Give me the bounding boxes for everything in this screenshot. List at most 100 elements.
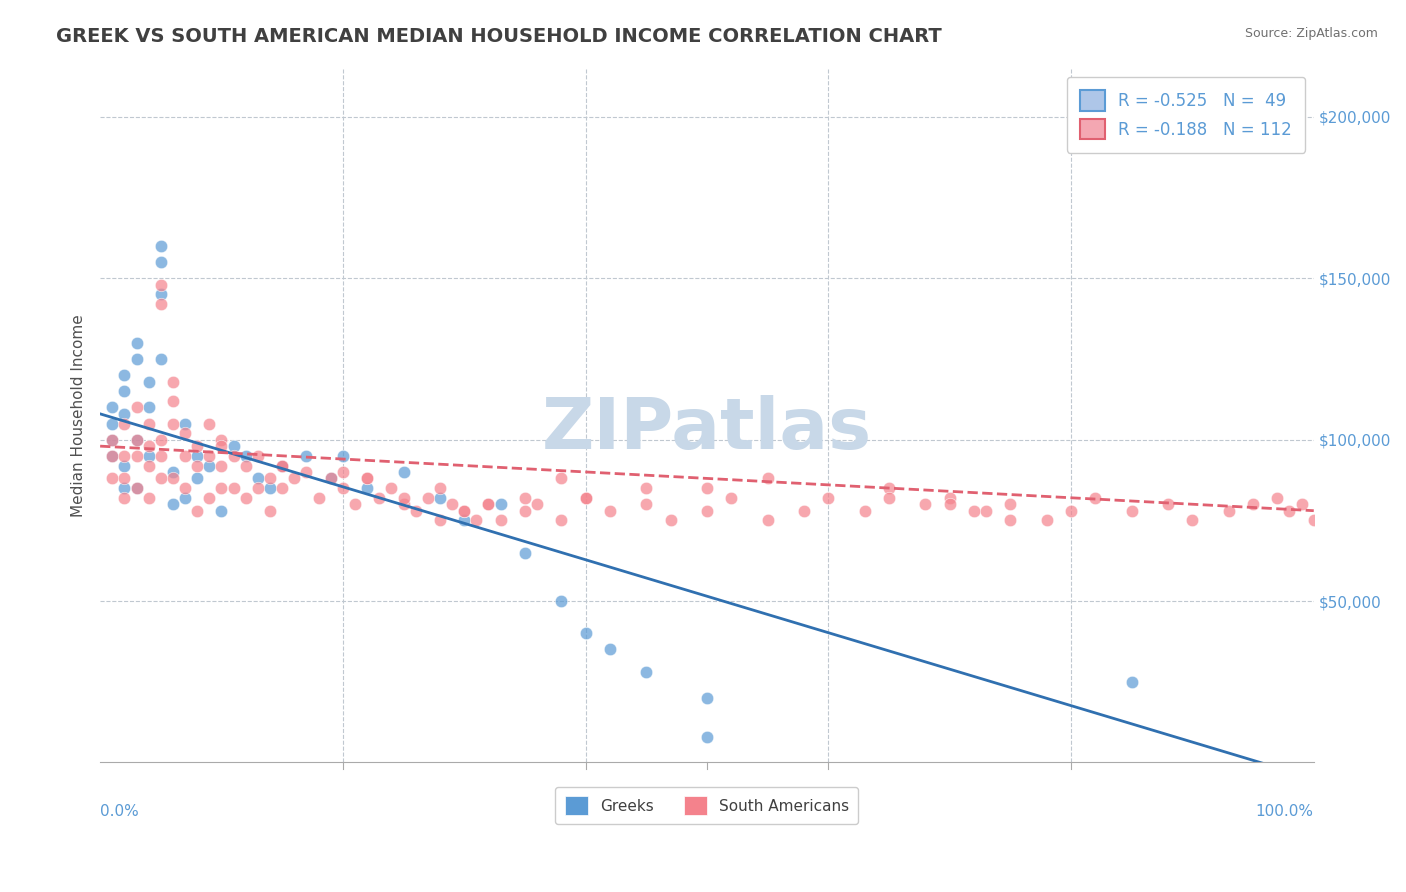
Point — [211, 481, 233, 495]
Point — [550, 471, 572, 485]
Point — [1000, 513, 1022, 527]
Point — [513, 504, 536, 518]
Point — [489, 497, 512, 511]
Point — [235, 458, 257, 473]
Point — [1121, 674, 1143, 689]
Point — [392, 491, 415, 505]
Point — [295, 465, 318, 479]
Point — [211, 458, 233, 473]
Point — [696, 504, 718, 518]
Text: 100.0%: 100.0% — [1256, 804, 1313, 819]
Point — [477, 497, 499, 511]
Point — [1000, 497, 1022, 511]
Point — [574, 491, 596, 505]
Point — [138, 449, 160, 463]
Point — [149, 449, 172, 463]
Point — [174, 449, 197, 463]
Point — [1278, 504, 1301, 518]
Text: Source: ZipAtlas.com: Source: ZipAtlas.com — [1244, 27, 1378, 40]
Point — [149, 239, 172, 253]
Point — [343, 497, 366, 511]
Point — [138, 401, 160, 415]
Point — [125, 433, 148, 447]
Point — [465, 513, 488, 527]
Point — [696, 730, 718, 744]
Point — [186, 449, 208, 463]
Point — [1218, 504, 1240, 518]
Point — [101, 449, 124, 463]
Point — [1291, 497, 1313, 511]
Point — [125, 351, 148, 366]
Point — [636, 665, 658, 679]
Point — [550, 594, 572, 608]
Point — [659, 513, 682, 527]
Point — [453, 513, 475, 527]
Point — [112, 384, 135, 399]
Point — [636, 497, 658, 511]
Point — [271, 481, 294, 495]
Point — [574, 626, 596, 640]
Point — [319, 471, 342, 485]
Point — [1121, 504, 1143, 518]
Point — [125, 401, 148, 415]
Point — [149, 351, 172, 366]
Point — [332, 481, 354, 495]
Point — [356, 471, 378, 485]
Point — [162, 497, 184, 511]
Point — [222, 481, 245, 495]
Point — [149, 297, 172, 311]
Point — [405, 504, 427, 518]
Point — [974, 504, 997, 518]
Point — [101, 471, 124, 485]
Point — [1181, 513, 1204, 527]
Point — [174, 481, 197, 495]
Point — [149, 471, 172, 485]
Point — [429, 481, 451, 495]
Point — [550, 513, 572, 527]
Text: GREEK VS SOUTH AMERICAN MEDIAN HOUSEHOLD INCOME CORRELATION CHART: GREEK VS SOUTH AMERICAN MEDIAN HOUSEHOLD… — [56, 27, 942, 45]
Point — [112, 471, 135, 485]
Point — [162, 375, 184, 389]
Point — [211, 504, 233, 518]
Point — [112, 368, 135, 383]
Point — [636, 481, 658, 495]
Point — [222, 439, 245, 453]
Point — [696, 481, 718, 495]
Point — [198, 449, 221, 463]
Point — [149, 277, 172, 292]
Point — [235, 449, 257, 463]
Point — [696, 690, 718, 705]
Point — [271, 458, 294, 473]
Point — [1241, 497, 1264, 511]
Point — [1084, 491, 1107, 505]
Point — [149, 433, 172, 447]
Point — [149, 255, 172, 269]
Point — [101, 433, 124, 447]
Point — [817, 491, 839, 505]
Point — [138, 375, 160, 389]
Point — [332, 449, 354, 463]
Point — [246, 481, 269, 495]
Point — [938, 497, 960, 511]
Point — [392, 465, 415, 479]
Point — [112, 407, 135, 421]
Point — [416, 491, 439, 505]
Point — [101, 449, 124, 463]
Point — [112, 458, 135, 473]
Point — [1157, 497, 1180, 511]
Y-axis label: Median Household Income: Median Household Income — [72, 314, 86, 516]
Point — [599, 642, 621, 657]
Point — [138, 417, 160, 431]
Legend: Greeks, South Americans: Greeks, South Americans — [555, 788, 859, 824]
Point — [453, 504, 475, 518]
Point — [101, 433, 124, 447]
Point — [112, 449, 135, 463]
Point — [149, 287, 172, 301]
Point — [174, 426, 197, 441]
Point — [938, 491, 960, 505]
Point — [308, 491, 330, 505]
Point — [756, 471, 779, 485]
Point — [259, 504, 281, 518]
Point — [599, 504, 621, 518]
Point — [793, 504, 815, 518]
